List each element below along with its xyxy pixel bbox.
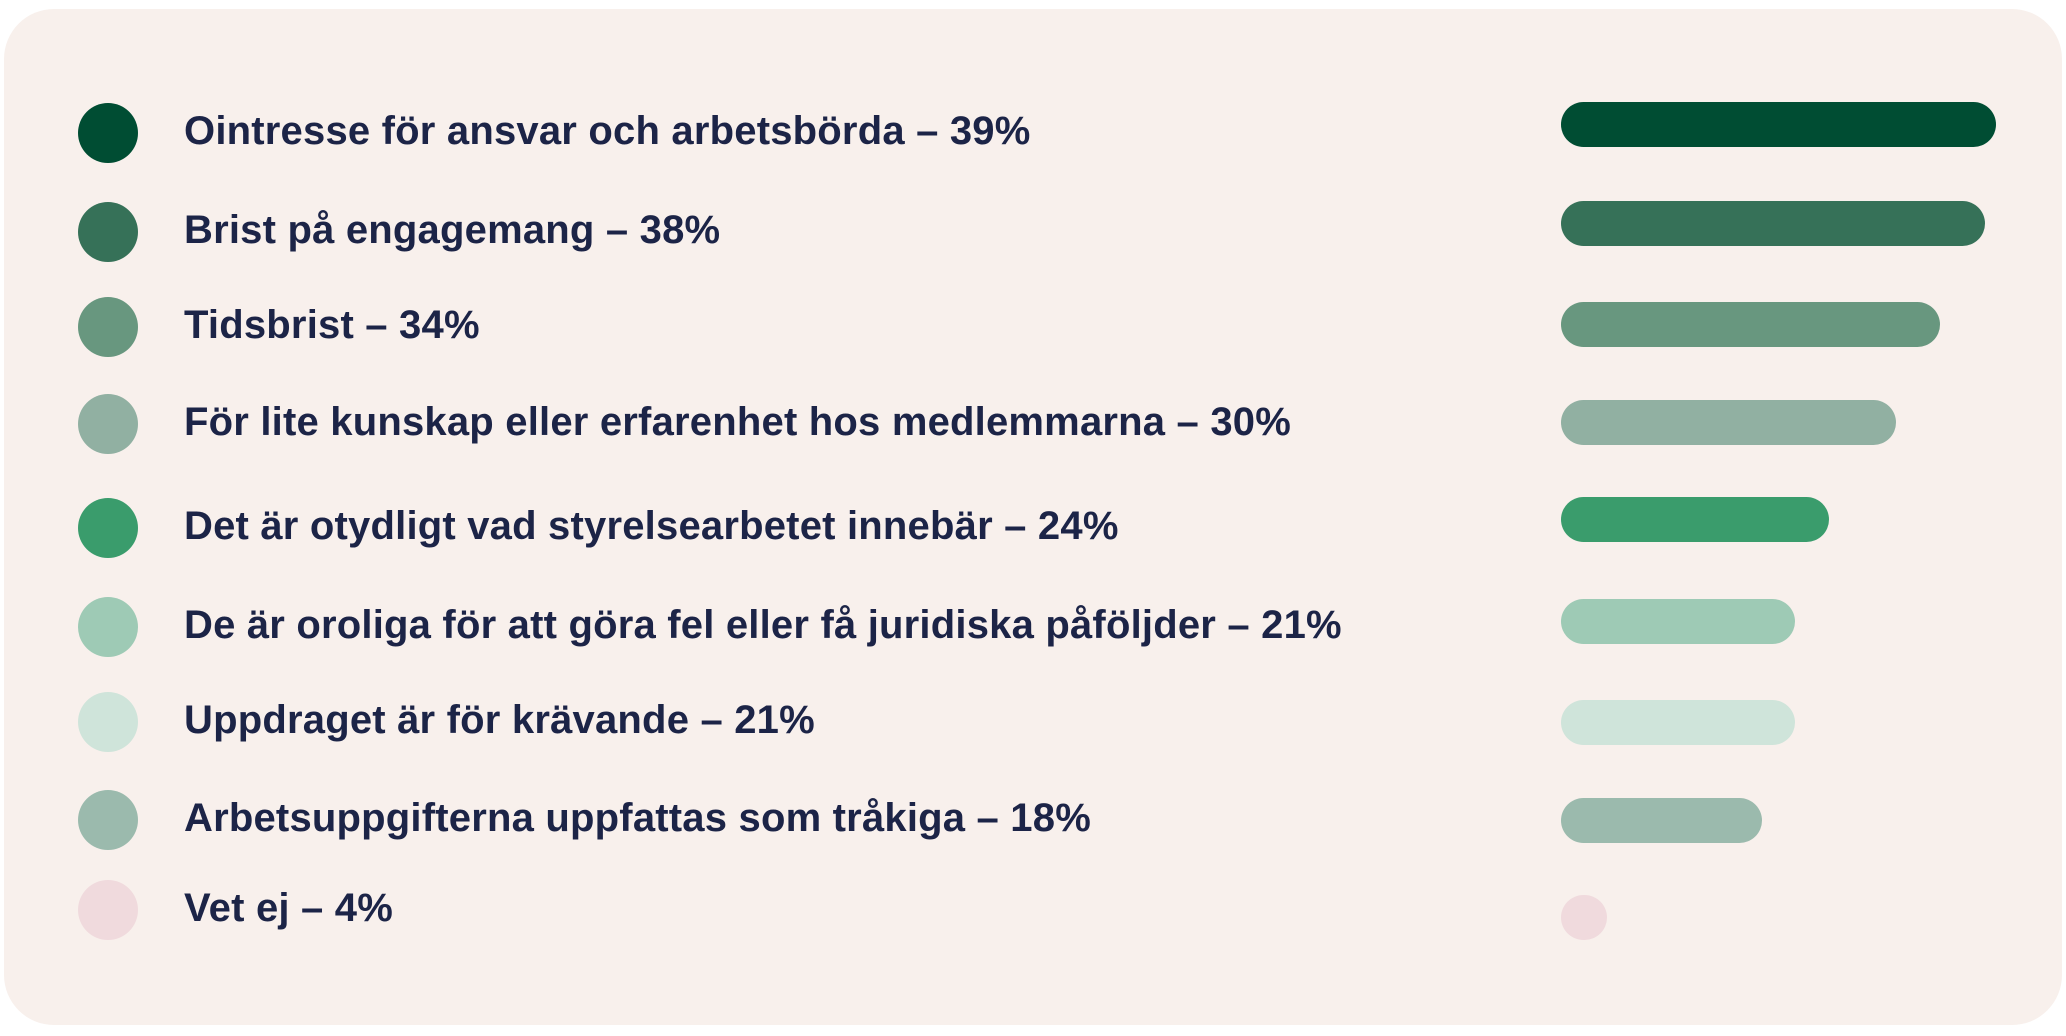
- legend-dot: [78, 692, 138, 752]
- legend-dot: [78, 790, 138, 850]
- category-label: Det är otydligt vad styrelsearbetet inne…: [184, 504, 1119, 548]
- legend-dot: [78, 597, 138, 657]
- bar: [1561, 400, 1896, 445]
- category-label: Uppdraget är för krävande – 21%: [184, 698, 815, 742]
- bar: [1561, 201, 1985, 246]
- legend-dot: [78, 498, 138, 558]
- bar: [1561, 700, 1796, 745]
- bar: [1561, 497, 1829, 542]
- legend-dot: [78, 394, 138, 454]
- legend-dot: [78, 297, 138, 357]
- legend-dot: [78, 103, 138, 163]
- category-label: Vet ej – 4%: [184, 886, 393, 930]
- category-label: Ointresse för ansvar och arbetsbörda – 3…: [184, 109, 1031, 153]
- category-label: Tidsbrist – 34%: [184, 303, 480, 347]
- category-label: Arbetsuppgifterna uppfattas som tråkiga …: [184, 796, 1091, 840]
- bar: [1561, 798, 1762, 843]
- category-label: För lite kunskap eller erfarenhet hos me…: [184, 400, 1291, 444]
- bar: [1561, 102, 1996, 147]
- bar: [1561, 895, 1607, 940]
- category-label: Brist på engagemang – 38%: [184, 208, 721, 252]
- legend-dot: [78, 202, 138, 262]
- category-label: De är oroliga för att göra fel eller få …: [184, 603, 1342, 647]
- bar: [1561, 599, 1796, 644]
- legend-dot: [78, 880, 138, 940]
- bar: [1561, 302, 1941, 347]
